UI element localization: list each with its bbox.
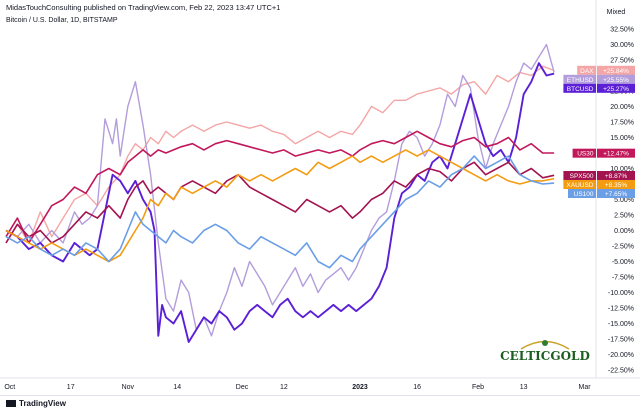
x-tick-label: 13 [520,384,528,391]
series-line-dax [5,65,555,244]
y-tick-label: 20.00% [610,104,634,111]
y-tick-label: 2.50% [614,212,634,219]
series-value-text: +25.55% [603,77,629,84]
y-tick-label: -17.50% [608,336,634,343]
celticgold-logo: CELTICGOLD [500,340,590,363]
scale-mode-label: Mixed [607,9,626,16]
series-line-us100 [5,155,555,269]
logo-text: CELTICGOLD [500,349,590,363]
grid [0,0,640,379]
series-value-text: +7.65% [605,191,627,198]
x-tick-label: 2023 [352,384,368,391]
y-tick-label: 30.00% [610,42,634,49]
series-value-tag [597,65,635,75]
x-tick-label: Dec [236,384,249,391]
x-tick-label: Mar [579,384,592,391]
series-value-tag [597,179,635,189]
series-label-btcusd: BTCUSD +25.27% [563,83,635,93]
series-label-dax: DAX +25.84% [577,65,635,75]
series-line-btcusd [5,62,555,343]
y-tick-label: -20.00% [608,352,634,359]
x-tick-label: Nov [122,384,135,391]
y-axis: Mixed32.50%30.00%27.50%25.00%22.50%20.00… [607,9,634,374]
series-value-tag [597,148,635,158]
y-tick-label: -7.50% [612,274,634,281]
y-tick-label: 15.00% [610,135,634,142]
series-line-us30 [5,130,555,244]
series-label-xauusd: XAUUSD +8.35% [563,179,635,189]
series-value-tag [597,74,635,84]
series-name-text: SPX500 [570,173,594,180]
series-label-us100: US100 +7.65% [568,188,635,198]
series-name-tag [563,74,596,84]
tradingview-logo[interactable]: TradingView [6,399,66,408]
y-tick-label: -15.00% [608,321,634,328]
series-name-text: US30 [577,151,594,158]
series-name-text: DAX [580,68,594,75]
x-axis: Oct 17 Nov 14 Dec 12 2023 16 Feb 13 Mar [4,384,591,391]
chart[interactable]: Mixed32.50%30.00%27.50%25.00%22.50%20.00… [0,0,640,396]
series-value-tag [597,83,635,93]
series-line-xauusd [5,149,555,263]
series-group [5,43,555,343]
series-value-text: +12.47% [603,151,629,158]
y-tick-label: -10.00% [608,290,634,297]
series-value-text: +8.87% [605,173,627,180]
series-value-text: +8.35% [605,182,627,189]
series-name-text: BTCUSD [567,86,594,93]
x-tick-label: 12 [280,384,288,391]
series-name-text: US100 [574,191,594,198]
series-name-tag [568,188,596,198]
series-name-tag [572,148,596,158]
x-tick-label: 17 [67,384,75,391]
series-name-tag [577,65,596,75]
x-tick-label: Oct [4,384,15,391]
footer-bar: TradingView [0,395,640,412]
series-name-text: XAUUSD [566,182,593,189]
series-labels: DAX +25.84% ETHUSD +25.55% BTCUSD +25.27% US30… [563,65,635,198]
series-name-tag [563,179,596,189]
tradingview-brand: TradingView [19,399,66,408]
y-tick-label: -12.50% [608,305,634,312]
y-tick-label: -2.50% [612,243,634,250]
y-tick-label: 10.00% [610,166,634,173]
series-line-ethusd [5,43,555,337]
series-name-tag [563,170,596,180]
series-label-ethusd: ETHUSD +25.55% [563,74,635,84]
series-label-us30: US30 +12.47% [572,148,635,158]
y-tick-label: 5.00% [614,197,634,204]
x-tick-label: Feb [472,384,484,391]
series-value-text: +25.84% [603,68,629,75]
y-tick-label: -5.00% [612,259,634,266]
published-line: MidasTouchConsulting published on Tradin… [6,3,281,12]
tradingview-icon [6,400,16,407]
y-tick-label: 27.50% [610,58,634,65]
series-line-spx500 [5,161,555,244]
symbol-title: Bitcoin / U.S. Dollar, 1D, BITSTAMP [6,17,118,24]
series-value-tag [597,188,635,198]
series-name-tag [563,83,596,93]
x-tick-label: 14 [173,384,181,391]
series-label-spx500: SPX500 +8.87% [563,170,635,180]
series-name-text: ETHUSD [567,77,594,84]
y-tick-label: -22.50% [608,367,634,374]
series-value-text: +25.27% [603,86,629,93]
y-tick-label: 0.00% [614,228,634,235]
y-tick-label: 17.50% [610,119,634,126]
y-tick-label: 32.50% [610,27,634,34]
x-tick-label: 16 [413,384,421,391]
logo-ornament-icon [542,340,548,346]
series-value-tag [597,170,635,180]
